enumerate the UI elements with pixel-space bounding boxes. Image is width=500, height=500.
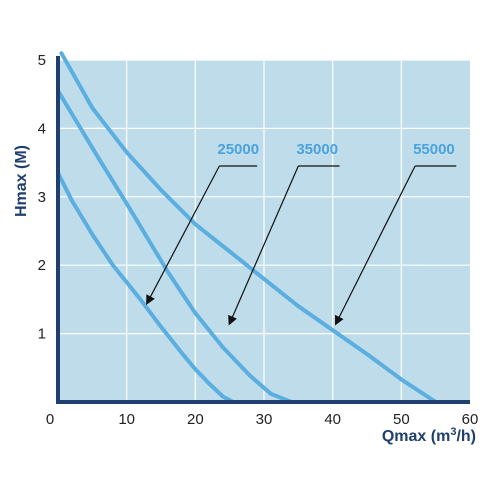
series-label-35000: 35000 xyxy=(296,141,338,158)
x-tick-label: 30 xyxy=(256,411,273,428)
x-axis-title: Qmax (m3/h) xyxy=(382,426,476,445)
series-label-55000: 55000 xyxy=(413,141,455,158)
label-arrow-35000 xyxy=(228,165,299,326)
y-tick-label: 4 xyxy=(38,120,46,137)
y-tick-label: 5 xyxy=(38,52,46,69)
annotation-layer: 25000 35000 55000 xyxy=(146,141,457,326)
y-tick-label: 2 xyxy=(38,257,46,274)
series-line-25000 xyxy=(56,170,236,404)
y-tick-label: 3 xyxy=(38,189,46,206)
x-axis-title-tail: /h) xyxy=(456,428,476,445)
x-tick-label: 60 xyxy=(462,411,479,428)
series-label-25000: 25000 xyxy=(217,141,259,158)
x-tick-label: 10 xyxy=(118,411,135,428)
label-arrow-25000 xyxy=(146,165,220,305)
x-axis-title-main: Qmax (m xyxy=(382,428,450,445)
x-axis-title-superscript: 3 xyxy=(450,426,456,438)
grid xyxy=(58,59,470,402)
series-layer xyxy=(56,51,438,404)
label-arrow-55000 xyxy=(335,165,416,326)
y-tick-label: 1 xyxy=(38,326,46,343)
x-tick-label: 20 xyxy=(187,411,204,428)
series-line-55000 xyxy=(59,51,438,404)
y-axis-title: Hmax (M) xyxy=(13,145,30,217)
x-tick-label: 50 xyxy=(393,411,410,428)
series-line-35000 xyxy=(56,88,294,404)
y-tick-labels: 1 2 3 4 5 xyxy=(38,52,46,343)
x-tick-label: 0 xyxy=(46,411,54,428)
x-tick-labels: 0 10 20 30 40 50 60 xyxy=(46,411,479,428)
x-tick-label: 40 xyxy=(324,411,341,428)
